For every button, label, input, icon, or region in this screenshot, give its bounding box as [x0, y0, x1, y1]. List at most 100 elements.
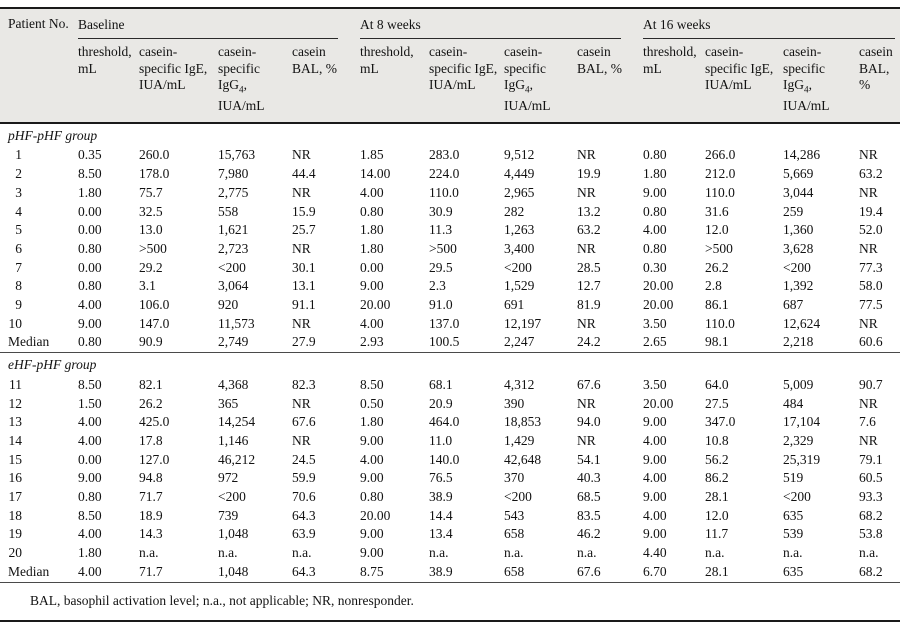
- value-cell: 71.7: [135, 562, 214, 583]
- value-cell: 56.2: [705, 451, 729, 467]
- value-cell: 30.9: [429, 203, 453, 219]
- value-cell: 30.1: [292, 259, 316, 275]
- value-cell: NR: [577, 240, 596, 256]
- value-cell: 1.80: [360, 414, 384, 430]
- value-cell: 2,775: [218, 184, 249, 200]
- value-cell: 4,312: [504, 376, 535, 392]
- table-row: 3 1.80 75.7 2,775 NR 4.00 110.0 2,965 NR 9.00 110.…: [0, 184, 900, 203]
- value-cell: 68.1: [429, 376, 453, 392]
- section-label: eHF-pHF group: [8, 357, 97, 373]
- value-cell: 4.00: [78, 414, 102, 430]
- value-cell: 1.80: [360, 222, 384, 238]
- value-cell: 11.7: [705, 526, 729, 542]
- value-cell: 687: [783, 297, 804, 313]
- table-row: 1 0.35 260.0 15,763 NR 1.85 283.0 9,512 NR 0.80 26…: [0, 146, 900, 165]
- value-cell: 543: [504, 507, 525, 523]
- value-cell: 9.00: [643, 489, 667, 505]
- value-cell: 110.0: [429, 184, 459, 200]
- value-cell: >500: [705, 240, 733, 256]
- table-body: pHF-pHF group 1 0.35 260.0 15,763 NR 1.85 283.0…: [0, 123, 900, 583]
- value-cell: <200: [783, 489, 811, 505]
- value-cell: 8.50: [360, 376, 384, 392]
- value-cell: 635: [783, 507, 804, 523]
- value-cell: 6.70: [639, 562, 701, 583]
- value-cell: 0.80: [78, 489, 102, 505]
- table-row: 10 9.00 147.0 11,573 NR 4.00 137.0 12,197 NR 3.50…: [0, 315, 900, 334]
- column-header-week8-bal: casein BAL, %: [573, 39, 639, 124]
- value-cell: 17.8: [139, 432, 163, 448]
- value-cell: 18.9: [139, 507, 163, 523]
- value-cell: 60.6: [855, 333, 900, 354]
- value-cell: 12,197: [504, 315, 542, 331]
- value-cell: 0.30: [643, 259, 667, 275]
- value-cell: 3.50: [643, 376, 667, 392]
- value-cell: 90.9: [135, 333, 214, 354]
- value-cell: 8.50: [78, 376, 102, 392]
- table-row: 16 9.00 94.8 972 59.9 9.00 76.5 370 40.3 4.00 86.2…: [0, 469, 900, 488]
- section-label: pHF-pHF group: [8, 127, 98, 143]
- value-cell: NR: [292, 240, 311, 256]
- value-cell: 2,723: [218, 240, 249, 256]
- value-cell: 0.00: [78, 203, 102, 219]
- value-cell: 40.3: [577, 470, 601, 486]
- value-cell: 76.5: [429, 470, 453, 486]
- value-cell: 1,529: [504, 278, 535, 294]
- value-cell: 3.50: [643, 315, 667, 331]
- value-cell: 2.3: [429, 278, 446, 294]
- value-cell: 12.0: [705, 222, 729, 238]
- value-cell: <200: [504, 259, 532, 275]
- column-header-week16-threshold: threshold, mL: [639, 39, 701, 124]
- value-cell: 0.80: [643, 147, 667, 163]
- value-cell: 20.00: [360, 297, 391, 313]
- value-cell: 110.0: [705, 184, 735, 200]
- value-cell: 11.3: [429, 222, 453, 238]
- group-label-16weeks: At 16 weeks: [643, 16, 895, 39]
- column-header-baseline-ige: casein-specific IgE, IUA/mL: [135, 39, 214, 124]
- value-cell: n.a.: [783, 545, 803, 561]
- value-cell: 12.7: [577, 278, 601, 294]
- value-cell: 28.1: [701, 562, 779, 583]
- value-cell: 4.00: [360, 184, 384, 200]
- value-cell: 283.0: [429, 147, 460, 163]
- table-row: 9 4.00 106.0 920 91.1 20.00 91.0 691 81.9 20.00 86…: [0, 296, 900, 315]
- value-cell: 972: [218, 470, 239, 486]
- value-cell: 20.00: [643, 395, 674, 411]
- value-cell: n.a.: [859, 545, 879, 561]
- value-cell: 77.3: [859, 259, 883, 275]
- value-cell: 259: [783, 203, 804, 219]
- value-cell: 0.80: [78, 240, 102, 256]
- value-cell: 3,400: [504, 240, 535, 256]
- value-cell: 0.00: [78, 222, 102, 238]
- value-cell: 94.0: [577, 414, 601, 430]
- value-cell: 82.3: [292, 376, 316, 392]
- value-cell: 91.1: [292, 297, 316, 313]
- value-cell: 2.8: [705, 278, 722, 294]
- value-cell: 93.3: [859, 489, 883, 505]
- value-cell: 63.2: [859, 166, 883, 182]
- value-cell: 79.1: [859, 451, 883, 467]
- value-cell: 1,048: [218, 526, 249, 542]
- table-row: 4 0.00 32.5 558 15.9 0.80 30.9 282 13.2 0.80 31.6 2…: [0, 203, 900, 222]
- value-cell: 46.2: [577, 526, 601, 542]
- value-cell: n.a.: [705, 545, 725, 561]
- value-cell: 464.0: [429, 414, 460, 430]
- patient-cell: 3: [15, 184, 22, 200]
- value-cell: 1.80: [360, 240, 384, 256]
- value-cell: 14.3: [139, 526, 163, 542]
- value-cell: 635: [779, 562, 855, 583]
- value-cell: 59.9: [292, 470, 316, 486]
- patient-cell: 2: [15, 166, 22, 182]
- value-cell: 260.0: [139, 147, 170, 163]
- value-cell: 81.9: [577, 297, 601, 313]
- value-cell: 4.00: [360, 451, 384, 467]
- value-cell: 46,212: [218, 451, 256, 467]
- value-cell: 9.00: [643, 526, 667, 542]
- value-cell: 20.00: [360, 507, 391, 523]
- value-cell: NR: [859, 184, 878, 200]
- value-cell: 137.0: [429, 315, 460, 331]
- value-cell: >500: [139, 240, 167, 256]
- value-cell: 15.9: [292, 203, 316, 219]
- value-cell: 63.2: [577, 222, 601, 238]
- results-table: Patient No. Baseline At 8 weeks At 16 we…: [0, 7, 900, 583]
- value-cell: 68.5: [577, 489, 601, 505]
